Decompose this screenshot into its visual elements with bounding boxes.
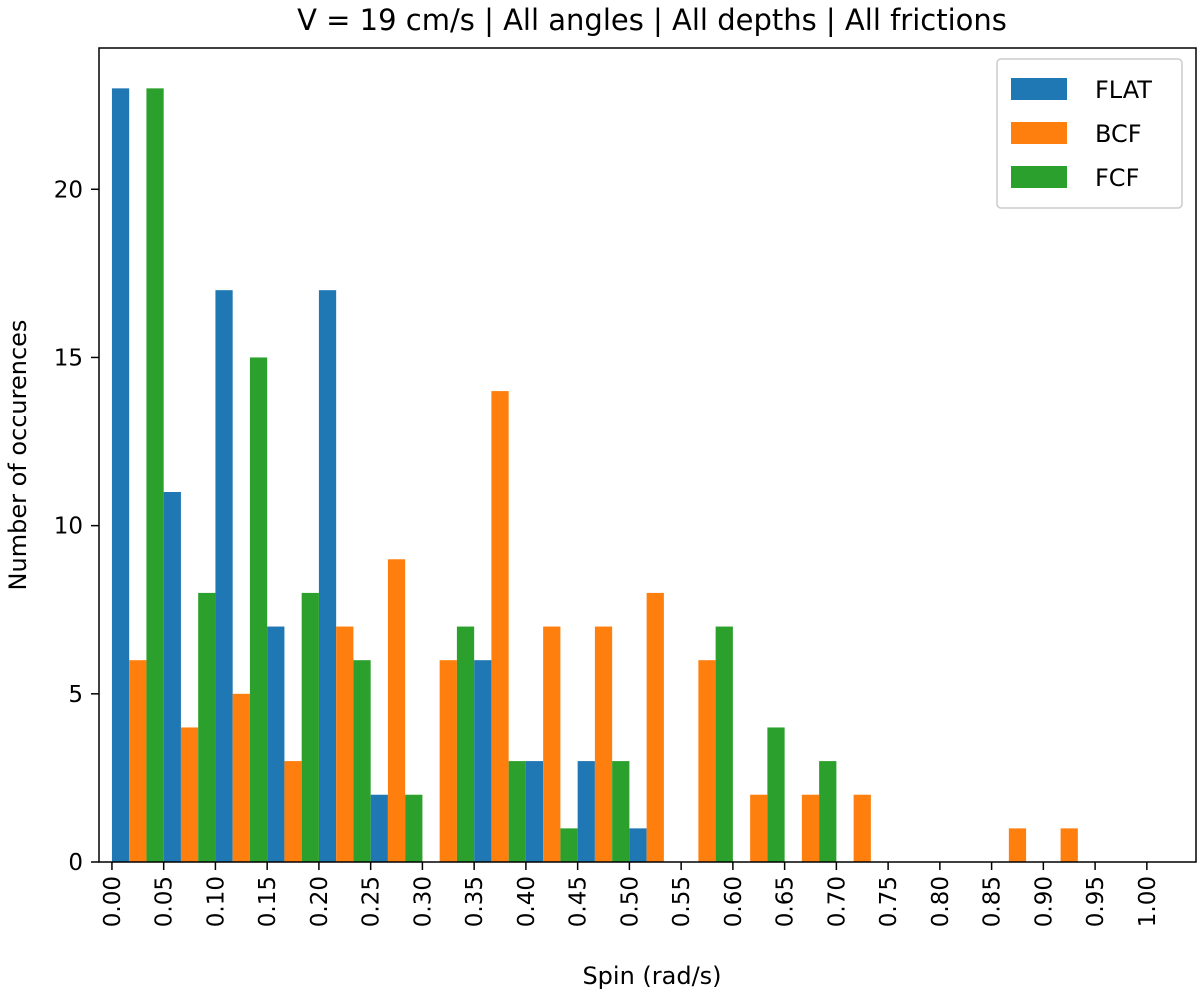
x-tick-label: 0.40 bbox=[514, 876, 540, 927]
chart-title: V = 19 cm/s | All angles | All depths | … bbox=[297, 3, 1007, 37]
x-tick-label: 0.75 bbox=[876, 876, 902, 927]
bar-fcf-bin-5 bbox=[405, 794, 423, 862]
x-tick-label: 0.05 bbox=[152, 876, 178, 927]
bar-fcf-bin-4 bbox=[353, 660, 371, 862]
x-axis-ticks: 0.00 0.05 0.10 0.15 0.20 0.25 0.30 0.35 0.40 0.45… bbox=[100, 862, 1161, 927]
bar-bcf-bin-7 bbox=[491, 391, 509, 862]
bar-bcf-bin-3 bbox=[284, 761, 302, 862]
x-tick-label: 1.00 bbox=[1135, 876, 1161, 927]
bar-fcf-bin-0 bbox=[146, 88, 164, 862]
bar-fcf-bin-3 bbox=[301, 592, 319, 862]
bar-flat-bin-4 bbox=[318, 290, 337, 862]
bar-bcf-bin-1 bbox=[180, 727, 199, 862]
bar-flat-bin-8 bbox=[525, 761, 544, 862]
y-tick-label: 20 bbox=[54, 177, 83, 203]
bar-fcf-bin-11 bbox=[715, 626, 733, 862]
bar-flat-bin-7 bbox=[474, 660, 492, 862]
bar-flat-bin-5 bbox=[370, 794, 388, 862]
bar-fcf-bin-13 bbox=[819, 761, 837, 862]
bar-bcf-bin-18 bbox=[1060, 828, 1078, 862]
x-tick-label: 0.80 bbox=[928, 876, 954, 927]
x-tick-label: 0.85 bbox=[980, 876, 1006, 927]
x-tick-label: 0.55 bbox=[669, 876, 695, 927]
bar-bcf-bin-13 bbox=[801, 794, 820, 862]
bar-bcf-bin-4 bbox=[336, 626, 354, 862]
bar-bcf-bin-9 bbox=[594, 626, 613, 862]
bar-fcf-bin-2 bbox=[249, 357, 268, 862]
bar-bcf-bin-11 bbox=[698, 660, 716, 862]
bar-bcf-bin-6 bbox=[439, 660, 457, 862]
x-tick-label: 0.70 bbox=[824, 876, 850, 927]
x-tick-label: 0.65 bbox=[773, 876, 799, 927]
bar-flat-bin-10 bbox=[629, 828, 647, 862]
x-tick-label: 0.20 bbox=[307, 876, 333, 927]
x-tick-label: 0.10 bbox=[203, 876, 229, 927]
bar-bcf-bin-0 bbox=[129, 660, 147, 862]
bar-flat-bin-1 bbox=[163, 492, 181, 862]
y-tick-label: 10 bbox=[54, 514, 83, 540]
legend-label-bcf: BCF bbox=[1095, 120, 1142, 148]
y-tick-label: 0 bbox=[68, 850, 83, 876]
x-tick-label: 0.15 bbox=[255, 876, 281, 927]
x-axis-title: Spin (rad/s) bbox=[582, 962, 721, 990]
bar-flat-bin-2 bbox=[215, 290, 233, 862]
y-axis-ticks: 0 5 10 15 20 bbox=[54, 177, 99, 876]
x-tick-label: 0.00 bbox=[100, 876, 126, 927]
y-tick-label: 5 bbox=[68, 682, 83, 708]
legend-swatch-bcf bbox=[1011, 122, 1067, 144]
bars-layer bbox=[111, 88, 1078, 862]
bar-flat-bin-9 bbox=[577, 761, 595, 862]
bar-fcf-bin-9 bbox=[612, 761, 630, 862]
bar-fcf-bin-7 bbox=[508, 761, 526, 862]
bar-bcf-bin-8 bbox=[543, 626, 561, 862]
x-tick-label: 0.50 bbox=[617, 876, 643, 927]
bar-flat-bin-0 bbox=[111, 88, 130, 862]
bar-fcf-bin-8 bbox=[560, 828, 578, 862]
x-tick-label: 0.60 bbox=[721, 876, 747, 927]
bar-bcf-bin-14 bbox=[853, 794, 871, 862]
x-tick-label: 0.90 bbox=[1031, 876, 1057, 927]
bar-fcf-bin-12 bbox=[767, 727, 785, 862]
plot-frame bbox=[98, 47, 1197, 863]
bar-bcf-bin-12 bbox=[750, 794, 768, 862]
legend: FLAT BCF FCF bbox=[996, 58, 1183, 209]
x-tick-label: 0.35 bbox=[462, 876, 488, 927]
x-tick-label: 0.25 bbox=[359, 876, 385, 927]
bar-flat-bin-3 bbox=[267, 626, 285, 862]
legend-swatch-fcf bbox=[1011, 166, 1067, 188]
y-tick-label: 15 bbox=[54, 345, 83, 371]
bar-bcf-bin-10 bbox=[646, 592, 664, 862]
bar-bcf-bin-17 bbox=[1008, 828, 1027, 862]
legend-label-fcf: FCF bbox=[1095, 164, 1139, 192]
bar-fcf-bin-1 bbox=[198, 592, 216, 862]
bar-bcf-bin-5 bbox=[387, 559, 406, 862]
legend-label-flat: FLAT bbox=[1095, 76, 1152, 104]
legend-swatch-flat bbox=[1011, 78, 1067, 100]
x-tick-label: 0.45 bbox=[566, 876, 592, 927]
bar-fcf-bin-6 bbox=[456, 626, 475, 862]
y-axis-title: Number of occurences bbox=[4, 320, 32, 591]
x-tick-label: 0.95 bbox=[1083, 876, 1109, 927]
bar-bcf-bin-2 bbox=[232, 693, 250, 862]
x-tick-label: 0.30 bbox=[410, 876, 436, 927]
